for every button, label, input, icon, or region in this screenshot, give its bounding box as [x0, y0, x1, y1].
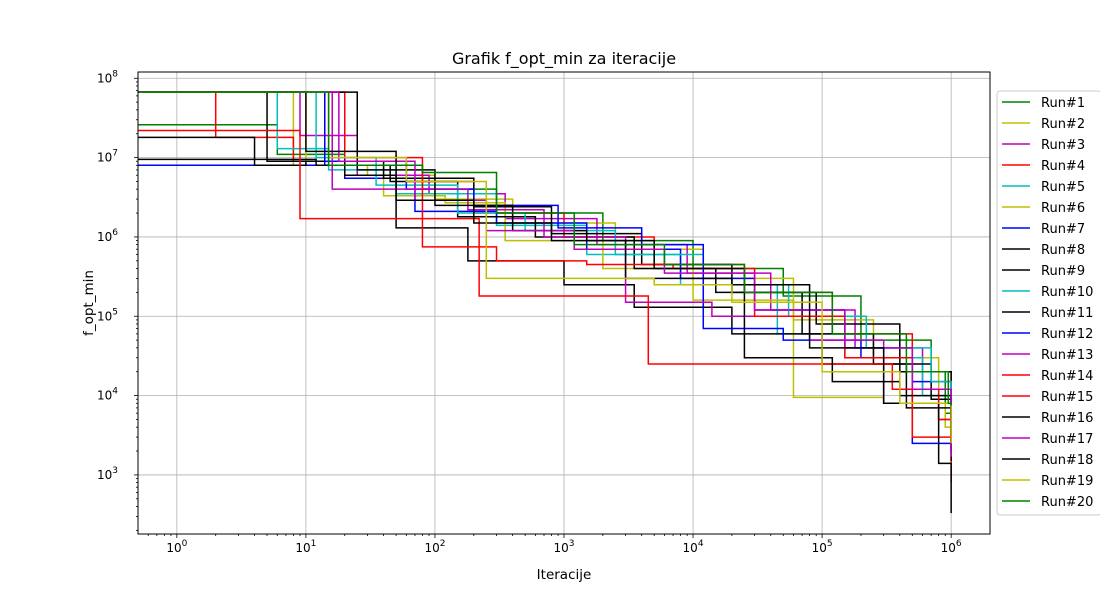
chart-title: Grafik f_opt_min za iteracije: [452, 49, 676, 69]
legend-label-run-19: Run#19: [1041, 474, 1093, 489]
legend-label-run-4: Run#4: [1041, 159, 1085, 174]
legend-label-run-15: Run#15: [1041, 390, 1093, 405]
legend-label-run-18: Run#18: [1041, 453, 1093, 468]
legend-label-run-2: Run#2: [1041, 117, 1085, 132]
plot-area: 100 101 102 103 104 105 106 103 104 105 106 107 108: [97, 69, 991, 555]
x-tick-label: 104: [683, 539, 704, 555]
legend-label-run-9: Run#9: [1041, 264, 1085, 279]
y-tick-label: 105: [97, 307, 118, 323]
legend-frame: [996, 90, 1100, 516]
series-line-run-14: [138, 129, 952, 483]
legend-label-run-1: Run#1: [1041, 96, 1085, 111]
x-tick-label: 102: [424, 539, 445, 555]
x-tick-label: 101: [295, 539, 316, 555]
legend-label-run-16: Run#16: [1041, 411, 1093, 426]
x-tick-label: 106: [941, 539, 962, 555]
x-axis-label: Iteracije: [537, 567, 592, 583]
legend-entries: Run#1 Run#2 Run#3 Run#4 Run#5 Run#6 Run#7 Run#8…: [1002, 96, 1093, 510]
legend-label-run-11: Run#11: [1041, 306, 1093, 321]
legend-label-run-12: Run#12: [1041, 327, 1093, 342]
x-tick-label: 100: [166, 539, 187, 555]
y-tick-label: 108: [97, 69, 118, 85]
legend-label-run-7: Run#7: [1041, 222, 1085, 237]
series-line-run-20: [138, 91, 952, 406]
tick-layer: 100 101 102 103 104 105 106 103 104 105 106 107 108: [97, 69, 962, 555]
y-tick-label: 104: [97, 387, 118, 403]
legend-label-run-8: Run#8: [1041, 243, 1085, 258]
y-axis-label: f_opt_min: [81, 270, 97, 336]
x-tick-label: 103: [553, 539, 574, 555]
legend-label-run-5: Run#5: [1041, 180, 1085, 195]
legend-label-run-14: Run#14: [1041, 369, 1093, 384]
legend-label-run-17: Run#17: [1041, 432, 1093, 447]
legend-label-run-20: Run#20: [1041, 495, 1093, 510]
y-tick-label: 106: [97, 228, 118, 244]
series-line-run-17: [138, 91, 952, 457]
series-layer: [138, 91, 952, 514]
legend-label-run-3: Run#3: [1041, 138, 1085, 153]
x-tick-label: 105: [812, 539, 833, 555]
legend-label-run-6: Run#6: [1041, 201, 1085, 216]
y-tick-label: 103: [97, 466, 118, 482]
series-line-run-9: [138, 136, 952, 428]
legend-label-run-10: Run#10: [1041, 285, 1093, 300]
legend-label-run-13: Run#13: [1041, 348, 1093, 363]
y-tick-label: 107: [97, 149, 118, 165]
legend: Run#1 Run#2 Run#3 Run#4 Run#5 Run#6 Run#7 Run#8…: [996, 90, 1100, 516]
